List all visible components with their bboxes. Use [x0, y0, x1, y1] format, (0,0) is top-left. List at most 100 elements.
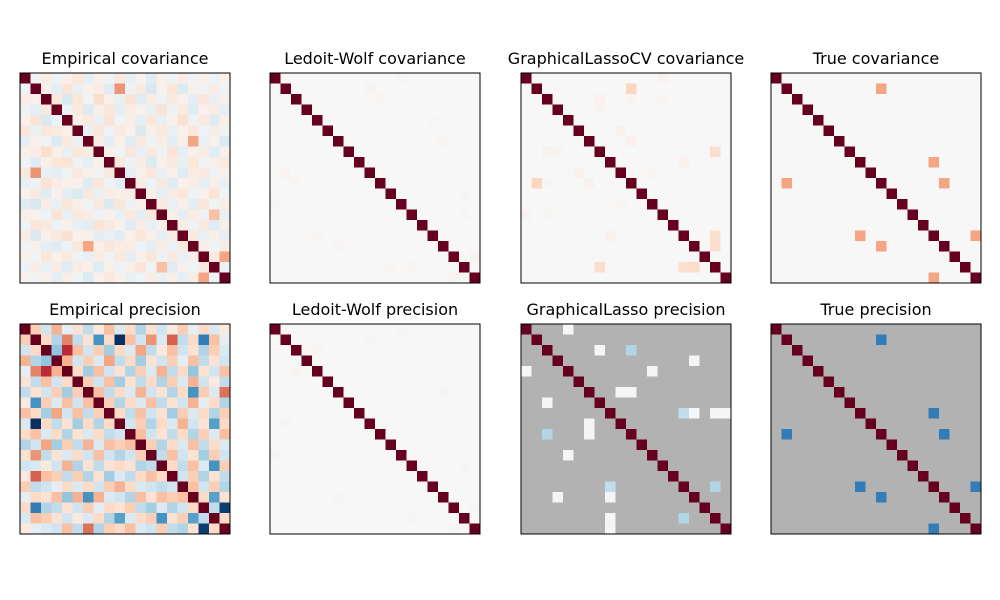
- heatmap-cell: [291, 83, 302, 95]
- heatmap-cell: [312, 104, 323, 116]
- heatmap-cell: [448, 94, 460, 105]
- masked-cell: [605, 429, 616, 440]
- masked-cell: [563, 492, 574, 503]
- heatmap-cell: [114, 199, 126, 210]
- heatmap-cell: [417, 376, 428, 388]
- heatmap-cell: [167, 355, 178, 367]
- heatmap-cell: [301, 439, 313, 451]
- heatmap-cell: [886, 115, 898, 126]
- heatmap-cell: [918, 73, 929, 84]
- masked-cell: [886, 481, 898, 493]
- masked-cell: [605, 334, 616, 346]
- masked-cell: [636, 324, 648, 335]
- masked-cell: [834, 397, 845, 409]
- masked-cell: [573, 408, 585, 419]
- masked-cell: [876, 355, 887, 367]
- masked-cell: [615, 408, 627, 419]
- heatmap-cell: [280, 450, 292, 461]
- heatmap-cell: [354, 199, 365, 210]
- heatmap-cell: [83, 125, 94, 137]
- heatmap-cell: [301, 429, 313, 440]
- masked-cell: [939, 502, 950, 514]
- masked-cell: [720, 324, 732, 335]
- heatmap-cell: [312, 178, 323, 189]
- masked-cell: [668, 366, 679, 377]
- heatmap-cell: [689, 136, 700, 147]
- masked-cell: [876, 408, 887, 419]
- heatmap-cell: [375, 104, 386, 116]
- heatmap-cell: [104, 272, 115, 284]
- heatmap-cell: [907, 125, 919, 137]
- heatmap-cell: [114, 188, 126, 200]
- heatmap-cell: [699, 178, 711, 189]
- heatmap-cell: [156, 334, 168, 346]
- heatmap-cell: [427, 272, 439, 284]
- heatmap-cell: [301, 324, 313, 335]
- heatmap-cell: [802, 251, 814, 263]
- masked-cell: [678, 471, 690, 482]
- heatmap-cell: [563, 73, 574, 84]
- heatmap-cell: [364, 136, 376, 147]
- heatmap-cell: [406, 418, 418, 430]
- heatmap-cell: [949, 188, 961, 200]
- heatmap-cell: [448, 199, 460, 210]
- heatmap-cell: [198, 241, 210, 252]
- heatmap-cell: [270, 178, 281, 189]
- heatmap-cell: [188, 73, 199, 84]
- heatmap-cell: [83, 188, 94, 200]
- heatmap-cell: [219, 471, 231, 482]
- heatmap-cell: [781, 115, 793, 126]
- heatmap-cell: [62, 513, 73, 524]
- heatmap-cell: [167, 439, 178, 451]
- heatmap-cell: [636, 104, 648, 116]
- heatmap-cell: [876, 83, 887, 95]
- heatmap-cell: [156, 481, 168, 493]
- masked-cell: [844, 355, 856, 367]
- heatmap-cell: [125, 355, 136, 367]
- heatmap-cell: [156, 429, 168, 440]
- heatmap-cell: [364, 355, 376, 367]
- heatmap-cell: [521, 272, 532, 284]
- heatmap-cell: [542, 146, 553, 158]
- masked-cell: [939, 408, 950, 419]
- heatmap-cell: [135, 125, 147, 137]
- diagonal-cell: [427, 230, 439, 242]
- heatmap-cell: [802, 230, 814, 242]
- masked-cell: [802, 460, 814, 472]
- heatmap-cell: [125, 115, 136, 126]
- heatmap-cell: [396, 83, 407, 95]
- masked-cell: [552, 387, 564, 398]
- heatmap-cell: [312, 460, 323, 472]
- heatmap-cell: [876, 262, 887, 273]
- masked-cell: [949, 523, 961, 535]
- masked-cell: [605, 387, 616, 398]
- heatmap-cell: [552, 209, 564, 221]
- heatmap-cell: [354, 73, 365, 84]
- heatmap-cell: [219, 397, 231, 409]
- heatmap-cell: [469, 481, 481, 493]
- masked-cell: [865, 408, 877, 419]
- heatmap-cell: [354, 146, 365, 158]
- diagonal-cell: [823, 376, 835, 388]
- heatmap-cell: [188, 188, 199, 200]
- heatmap-cell: [657, 115, 669, 126]
- masked-cell: [855, 345, 866, 356]
- heatmap-cell: [41, 460, 52, 472]
- heatmap-cell: [844, 220, 856, 231]
- heatmap-cell: [531, 104, 543, 116]
- heatmap-cell: [301, 418, 313, 430]
- heatmap-cell: [41, 251, 52, 263]
- heatmap-cell: [834, 157, 845, 168]
- masked-cell: [939, 523, 950, 535]
- heatmap-cell: [427, 387, 439, 398]
- heatmap-cell: [125, 125, 136, 137]
- heatmap-cell: [333, 241, 344, 252]
- heatmap-cell: [270, 188, 281, 200]
- heatmap-cell: [364, 188, 376, 200]
- heatmap-cell: [960, 146, 971, 158]
- masked-cell: [823, 523, 835, 535]
- heatmap-cell: [364, 523, 376, 535]
- diagonal-cell: [146, 450, 157, 461]
- masked-cell: [970, 450, 982, 461]
- masked-cell: [802, 429, 814, 440]
